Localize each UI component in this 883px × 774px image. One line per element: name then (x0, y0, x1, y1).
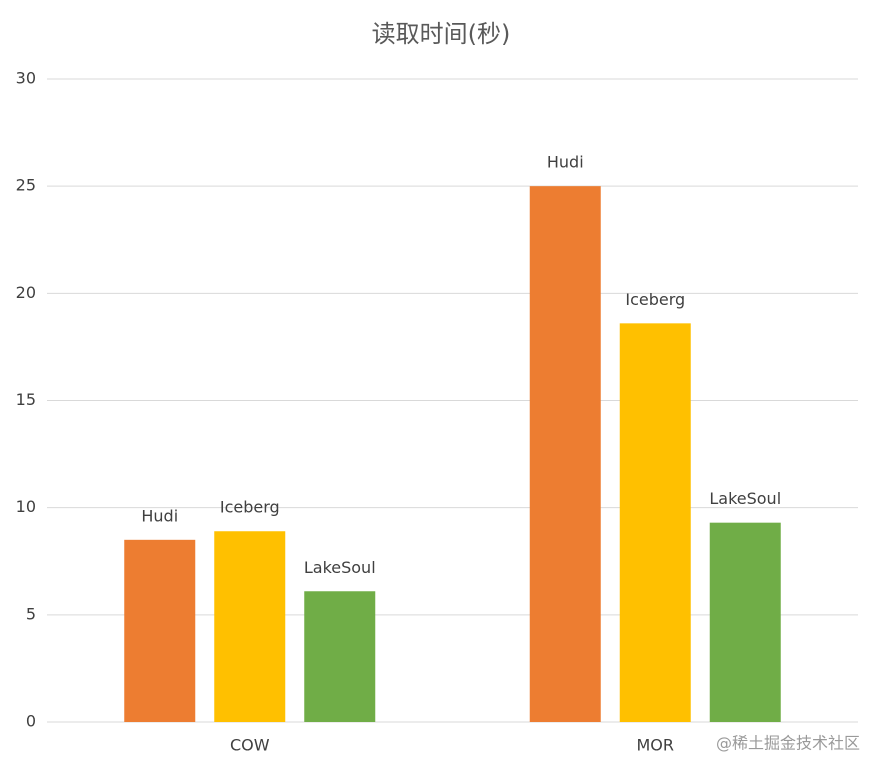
bar (529, 186, 601, 722)
bar (304, 591, 376, 722)
watermark: @稀土掘金技术社区 (716, 734, 860, 753)
data-label: Iceberg (220, 498, 280, 517)
chart-title: 读取时间(秒) (372, 20, 511, 48)
x-tick-label: MOR (636, 736, 674, 755)
y-tick-label: 0 (26, 712, 36, 731)
bar (709, 522, 781, 722)
data-label: Hudi (547, 153, 584, 172)
y-tick-label: 25 (16, 176, 36, 195)
data-label: Iceberg (625, 290, 685, 309)
x-tick-label: COW (230, 736, 270, 755)
y-tick-label: 10 (16, 497, 36, 516)
bar (214, 531, 286, 722)
y-tick-label: 20 (16, 283, 36, 302)
data-label: LakeSoul (709, 489, 781, 508)
data-label: LakeSoul (304, 558, 376, 577)
bar (619, 323, 691, 722)
data-label: Hudi (141, 506, 178, 525)
y-tick-label: 5 (26, 604, 36, 623)
y-tick-label: 30 (16, 69, 36, 88)
y-tick-label: 15 (16, 390, 36, 409)
bar (124, 539, 196, 722)
